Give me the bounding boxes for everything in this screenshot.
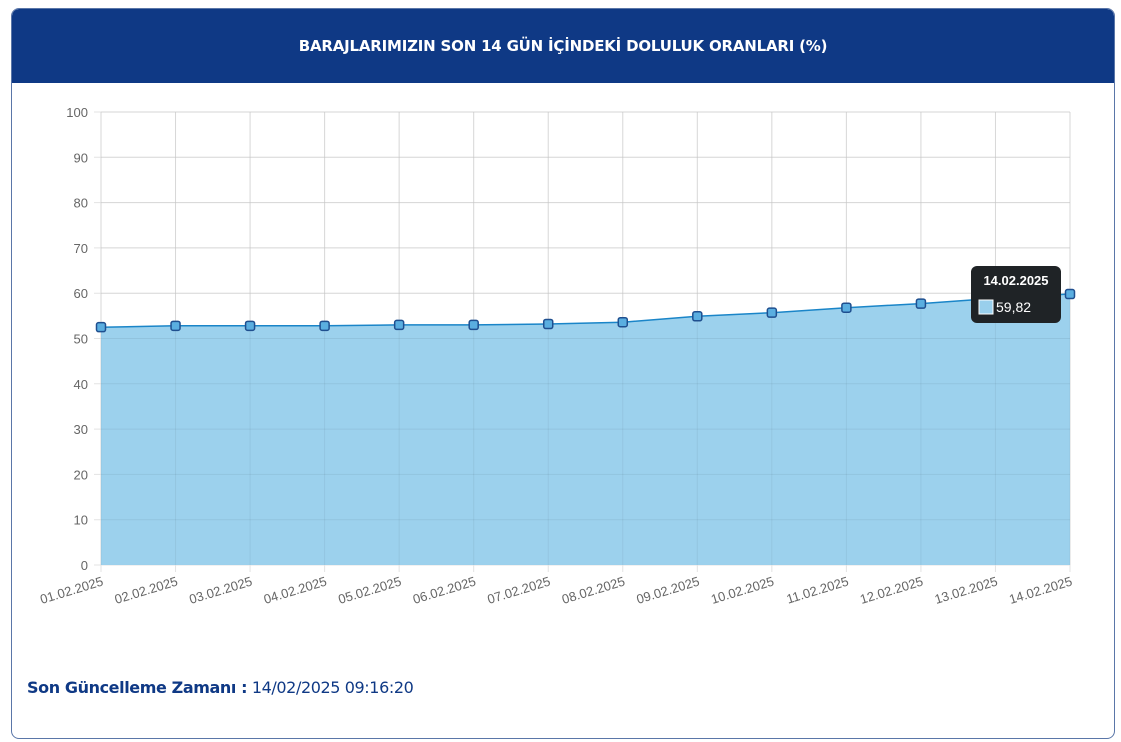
data-point-marker[interactable] <box>468 319 479 331</box>
y-tick-label: 20 <box>74 467 88 482</box>
y-tick-label: 70 <box>74 241 88 256</box>
x-tick-label: 09.02.2025 <box>635 574 702 607</box>
y-axis: 0 10 20 30 40 50 60 70 80 90 100 <box>66 105 88 573</box>
data-point-marker[interactable] <box>393 319 405 331</box>
y-tick-label: 100 <box>66 105 88 120</box>
data-point-marker[interactable] <box>542 318 554 330</box>
card-header: BARAJLARIMIZIN SON 14 GÜN İÇİNDEKİ DOLUL… <box>12 9 1114 83</box>
area-fill <box>101 294 1070 565</box>
y-tick-label: 10 <box>74 513 88 528</box>
y-tick-label: 30 <box>74 422 88 437</box>
data-point-marker[interactable] <box>95 321 107 333</box>
y-tick-label: 80 <box>74 196 88 211</box>
x-tick-label: 05.02.2025 <box>336 574 403 607</box>
y-tick-label: 40 <box>74 377 88 392</box>
tooltip-value: 59,82 <box>996 299 1031 315</box>
y-tick-label: 50 <box>74 332 88 347</box>
x-tick-label: 03.02.2025 <box>187 574 254 607</box>
data-point-marker[interactable] <box>244 320 256 332</box>
line-area-chart: 0 10 20 30 40 50 60 70 80 90 100 01.02.2025 02.02.2… <box>38 105 1076 607</box>
y-tick-label: 90 <box>74 150 88 165</box>
data-point-marker[interactable] <box>766 307 778 318</box>
data-point-marker[interactable] <box>692 311 703 322</box>
data-point-marker[interactable] <box>319 320 330 332</box>
y-tick-label: 60 <box>74 286 88 301</box>
x-tick-label: 04.02.2025 <box>262 574 329 607</box>
last-update-value: 14/02/2025 09:16:20 <box>251 678 414 697</box>
data-point-marker[interactable] <box>841 302 852 313</box>
x-axis: 01.02.2025 02.02.2025 03.02.2025 04.02.2025… <box>38 574 1074 607</box>
data-point-marker[interactable] <box>915 298 927 309</box>
data-point-marker[interactable] <box>617 316 629 328</box>
chart-area: 0 10 20 30 40 50 60 70 80 90 100 01.02.2025 02.02.2… <box>38 105 1076 607</box>
chart-title: BARAJLARIMIZIN SON 14 GÜN İÇİNDEKİ DOLUL… <box>298 37 828 55</box>
last-update: Son Güncelleme Zamanı : 14/02/2025 09:16… <box>27 678 414 697</box>
data-point-marker[interactable] <box>170 320 181 332</box>
y-tick-label: 0 <box>81 558 88 573</box>
data-point-marker[interactable] <box>1064 288 1076 300</box>
x-tick-label: 02.02.2025 <box>113 574 180 607</box>
x-tick-label: 11.02.2025 <box>785 574 851 607</box>
x-tick-label: 07.02.2025 <box>485 574 552 607</box>
x-tick-label: 10.02.2025 <box>709 574 776 607</box>
tooltip-swatch <box>978 299 994 315</box>
tooltip: 14.02.2025 59,82 <box>971 266 1061 323</box>
x-tick-label: 06.02.2025 <box>411 574 478 607</box>
data-line <box>100 293 1071 328</box>
x-tick-label: 13.02.2025 <box>933 574 1000 607</box>
data-markers[interactable] <box>95 288 1076 333</box>
x-tick-label: 01.02.2025 <box>38 574 105 607</box>
x-tick-label: 14.02.2025 <box>1007 574 1074 607</box>
x-tick-label: 12.02.2025 <box>858 574 925 607</box>
x-tick-label: 08.02.2025 <box>560 574 627 607</box>
last-update-label: Son Güncelleme Zamanı : <box>27 678 248 697</box>
tooltip-date: 14.02.2025 <box>983 273 1048 288</box>
